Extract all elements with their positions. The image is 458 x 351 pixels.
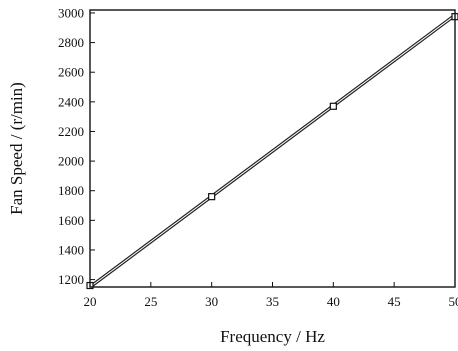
x-tick-label: 25 (144, 294, 157, 309)
fit-line-core (89, 14, 456, 288)
x-tick-label: 35 (266, 294, 279, 309)
x-axis-title: Frequency / Hz (220, 327, 325, 346)
y-tick-label: 2800 (58, 35, 84, 50)
y-tick-label: 1800 (58, 183, 84, 198)
x-tick-label: 30 (205, 294, 218, 309)
data-layer (86, 13, 458, 290)
y-tick-label: 3000 (58, 5, 84, 20)
tick-layer: 20 25 30 35 40 45 50 1200 1400 1600 1800 2000 2200 24… (58, 5, 458, 309)
data-point (208, 193, 216, 201)
y-tick-label: 2600 (58, 65, 84, 80)
x-tick-label: 50 (449, 294, 458, 309)
y-tick-label: 2200 (58, 124, 84, 139)
y-tick-label: 1600 (58, 213, 84, 228)
plot-frame (89, 9, 456, 288)
y-tick-label: 2400 (58, 94, 84, 109)
y-tick-label: 2000 (58, 154, 84, 169)
y-axis-title: Fan Speed / (r/min) (7, 82, 26, 215)
y-tick-label: 1400 (58, 242, 84, 257)
y-tick-label: 1200 (58, 272, 84, 287)
x-tick-label: 45 (388, 294, 401, 309)
x-tick-label: 40 (327, 294, 340, 309)
data-point (329, 102, 337, 110)
x-tick-label: 20 (84, 294, 97, 309)
